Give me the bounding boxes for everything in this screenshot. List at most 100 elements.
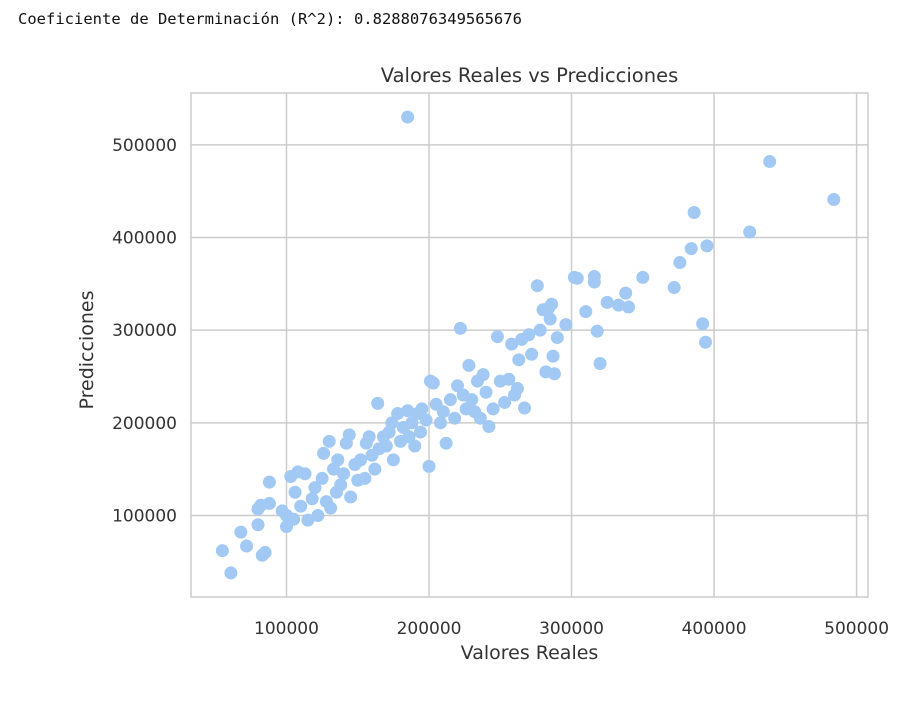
data-point	[362, 430, 376, 444]
data-point	[401, 404, 415, 418]
data-point	[240, 539, 254, 553]
data-point	[559, 318, 573, 332]
x-tick-label: 500000	[824, 619, 889, 639]
data-point	[570, 271, 584, 285]
y-tick-label: 400000	[112, 229, 177, 249]
data-point	[287, 512, 301, 526]
y-tick-label: 500000	[112, 136, 177, 156]
y-tick-label: 100000	[112, 506, 177, 526]
data-point	[522, 328, 536, 342]
data-point	[533, 323, 547, 337]
data-point	[700, 239, 714, 253]
data-point	[486, 402, 500, 416]
data-point	[331, 453, 345, 467]
data-point	[510, 382, 524, 396]
data-point	[298, 467, 312, 481]
data-point	[473, 411, 487, 425]
data-point	[413, 425, 427, 439]
data-point	[673, 256, 687, 270]
y-axis-label: Predicciones	[76, 291, 98, 410]
data-point	[234, 525, 248, 539]
data-point	[215, 544, 229, 558]
data-point	[288, 485, 302, 499]
data-point	[498, 395, 512, 409]
data-point	[258, 546, 272, 560]
data-point	[386, 453, 400, 467]
data-point	[505, 337, 519, 351]
data-point	[512, 353, 526, 367]
data-point	[443, 393, 457, 407]
data-point	[518, 401, 532, 415]
r2-output-text: Coeficiente de Determinación (R^2): 0.82…	[18, 10, 522, 28]
data-point	[324, 501, 338, 515]
data-point	[251, 518, 265, 532]
data-point	[502, 372, 516, 386]
chart-title: Valores Reales vs Predicciones	[381, 64, 678, 87]
data-point	[525, 347, 539, 361]
data-point	[547, 367, 561, 381]
data-point	[308, 481, 322, 495]
data-point	[482, 420, 496, 434]
y-tick-label: 200000	[112, 414, 177, 434]
data-point	[334, 478, 348, 492]
data-point	[699, 335, 713, 349]
data-point	[636, 270, 650, 284]
data-point	[546, 349, 560, 363]
plot-frame	[190, 92, 869, 598]
data-point	[436, 405, 450, 419]
data-point	[408, 439, 422, 453]
data-point	[439, 436, 453, 450]
data-point	[344, 490, 358, 504]
data-point	[317, 446, 331, 460]
data-point	[453, 321, 467, 335]
data-point	[379, 439, 393, 453]
data-point	[827, 193, 841, 207]
data-point	[622, 300, 636, 314]
data-point	[530, 279, 544, 293]
data-point	[545, 297, 559, 311]
x-tick-label: 300000	[539, 619, 604, 639]
data-point	[415, 402, 429, 416]
scatter-points	[215, 110, 841, 580]
data-point	[448, 411, 462, 425]
data-point	[696, 317, 710, 331]
data-point	[687, 206, 701, 220]
data-point	[579, 305, 593, 319]
data-point	[433, 416, 447, 430]
data-point	[743, 225, 757, 239]
data-point	[619, 286, 633, 300]
data-point	[426, 376, 440, 390]
data-point	[590, 324, 604, 338]
data-point	[262, 475, 276, 489]
plot-background	[191, 93, 868, 597]
data-point	[342, 428, 356, 442]
data-point	[550, 331, 564, 345]
data-point	[322, 434, 336, 448]
data-point	[311, 508, 325, 522]
data-point	[587, 275, 601, 289]
data-point	[684, 242, 698, 256]
data-point	[419, 413, 433, 427]
data-point	[401, 110, 415, 124]
data-point	[462, 358, 476, 372]
data-point	[301, 513, 315, 527]
data-point	[490, 330, 504, 344]
y-tick-labels: 100000 200000 300000 400000 500000	[112, 136, 177, 527]
data-point	[391, 407, 405, 421]
data-point	[465, 393, 479, 407]
data-point	[358, 471, 372, 485]
x-axis-label: Valores Reales	[461, 642, 599, 664]
data-point	[600, 295, 614, 309]
data-point	[593, 357, 607, 371]
data-point	[543, 312, 557, 326]
data-point	[262, 496, 276, 510]
data-point	[667, 281, 681, 295]
data-point	[315, 471, 329, 485]
data-point	[479, 385, 493, 399]
data-point	[763, 155, 777, 169]
y-tick-label: 300000	[112, 321, 177, 341]
data-point	[371, 396, 385, 410]
x-tick-label: 400000	[682, 619, 747, 639]
x-tick-label: 200000	[397, 619, 462, 639]
